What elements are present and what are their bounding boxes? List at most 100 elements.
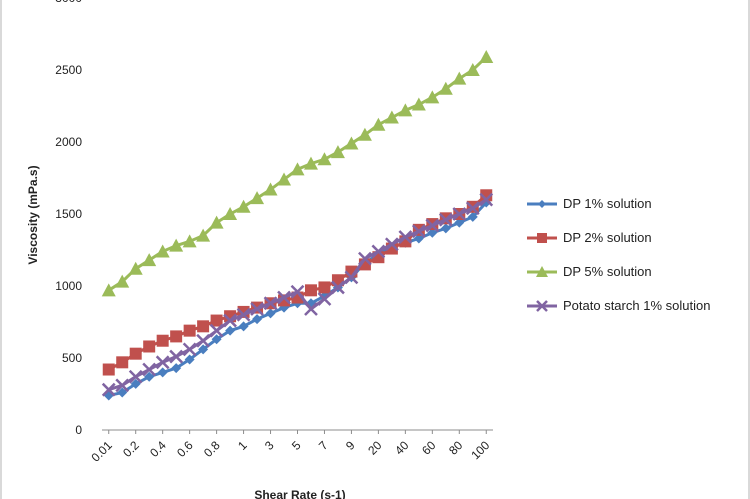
x-tick-label: 0.4 bbox=[147, 438, 169, 460]
data-point-marker bbox=[128, 261, 143, 275]
data-point-marker bbox=[182, 234, 197, 248]
data-point-marker bbox=[277, 290, 291, 305]
data-point-marker bbox=[116, 356, 129, 369]
data-point-marker bbox=[225, 325, 236, 336]
data-point-marker bbox=[427, 227, 438, 238]
data-point-marker bbox=[425, 218, 440, 233]
data-point-marker bbox=[344, 270, 359, 285]
data-point-marker bbox=[171, 363, 182, 374]
data-point-marker bbox=[438, 212, 453, 227]
data-point-marker bbox=[537, 233, 547, 243]
data-point-marker bbox=[304, 284, 317, 297]
x-tick-label: 0.2 bbox=[120, 438, 142, 460]
data-point-marker bbox=[196, 228, 211, 242]
data-point-marker bbox=[129, 347, 142, 360]
data-point-marker bbox=[398, 103, 413, 117]
x-tick-label: 0.8 bbox=[201, 438, 223, 460]
data-point-marker bbox=[142, 253, 157, 267]
data-point-marker bbox=[479, 192, 494, 207]
data-point-marker bbox=[413, 233, 424, 244]
x-tick-label: 5 bbox=[289, 438, 304, 453]
data-point-marker bbox=[263, 296, 278, 311]
legend-label: DP 1% solution bbox=[563, 196, 652, 211]
data-point-marker bbox=[156, 334, 169, 347]
data-point-marker bbox=[250, 191, 265, 205]
data-point-marker bbox=[102, 363, 115, 376]
data-point-marker bbox=[411, 224, 426, 239]
y-tick-label: 2000 bbox=[55, 135, 82, 149]
x-tick-label: 3 bbox=[262, 438, 277, 453]
data-point-marker bbox=[411, 97, 426, 111]
data-point-marker bbox=[465, 63, 480, 76]
data-point-marker bbox=[196, 333, 211, 348]
data-point-marker bbox=[467, 211, 478, 222]
x-tick-label: 7 bbox=[316, 438, 331, 453]
x-tick-label: 20 bbox=[365, 438, 385, 458]
series-2 bbox=[102, 189, 493, 376]
data-point-marker bbox=[115, 274, 130, 288]
data-point-marker bbox=[344, 136, 359, 150]
data-point-marker bbox=[454, 217, 465, 228]
data-point-marker bbox=[331, 280, 345, 295]
legend-item: DP 5% solution bbox=[527, 264, 652, 279]
data-point-marker bbox=[304, 302, 318, 316]
data-point-marker bbox=[209, 323, 224, 338]
data-point-marker bbox=[238, 321, 249, 332]
data-point-marker bbox=[157, 367, 168, 378]
data-point-marker bbox=[330, 145, 345, 159]
data-point-marker bbox=[384, 237, 399, 252]
data-point-marker bbox=[130, 378, 141, 389]
data-point-marker bbox=[318, 281, 331, 294]
legend: DP 1% solution DP 2% solution DP 5% soluti… bbox=[527, 196, 710, 313]
data-point-marker bbox=[438, 81, 453, 95]
legend-item: Potato starch 1% solution bbox=[527, 298, 710, 313]
legend-label: DP 5% solution bbox=[563, 264, 652, 279]
data-point-marker bbox=[263, 182, 278, 196]
data-point-marker bbox=[117, 387, 128, 398]
data-point-marker bbox=[303, 156, 318, 170]
data-point-marker bbox=[425, 90, 440, 104]
data-point-marker bbox=[101, 283, 116, 297]
data-point-marker bbox=[236, 307, 251, 322]
x-axis-title: Shear Rate (s-1) bbox=[254, 488, 345, 499]
legend-label: Potato starch 1% solution bbox=[563, 298, 710, 313]
data-point-marker bbox=[142, 362, 157, 377]
data-point-marker bbox=[384, 110, 399, 124]
y-axis-ticks: 0 500 1000 1500 2000 2500 3000 bbox=[55, 0, 82, 437]
data-point-marker bbox=[211, 334, 222, 345]
data-point-marker bbox=[236, 199, 251, 213]
x-tick-label: 80 bbox=[446, 438, 466, 458]
series-4 bbox=[101, 192, 494, 397]
data-point-marker bbox=[536, 266, 548, 277]
data-point-marker bbox=[290, 284, 305, 299]
data-point-marker bbox=[184, 354, 195, 365]
data-point-marker bbox=[143, 340, 156, 353]
data-point-marker bbox=[479, 50, 494, 64]
data-point-marker bbox=[197, 320, 210, 333]
data-point-marker bbox=[210, 314, 223, 327]
data-point-marker bbox=[371, 244, 386, 259]
data-point-marker bbox=[198, 344, 209, 355]
data-point-marker bbox=[358, 251, 372, 266]
data-point-marker bbox=[155, 244, 170, 258]
data-point-marker bbox=[183, 324, 196, 337]
data-point-marker bbox=[101, 382, 116, 397]
x-tick-label: 0.6 bbox=[174, 438, 196, 460]
legend-item: DP 2% solution bbox=[527, 230, 652, 245]
data-point-marker bbox=[128, 369, 143, 384]
data-point-marker bbox=[182, 342, 197, 357]
data-point-marker bbox=[170, 330, 183, 343]
data-point-marker bbox=[169, 238, 184, 252]
data-point-marker bbox=[317, 152, 332, 166]
y-tick-label: 500 bbox=[62, 351, 82, 365]
data-point-marker bbox=[357, 127, 372, 141]
y-tick-label: 1500 bbox=[55, 207, 82, 221]
data-point-marker bbox=[155, 355, 170, 370]
data-point-marker bbox=[465, 201, 480, 216]
y-tick-label: 1000 bbox=[55, 279, 82, 293]
data-point-marker bbox=[223, 207, 238, 220]
plot-series bbox=[101, 50, 494, 401]
data-point-marker bbox=[317, 292, 332, 306]
